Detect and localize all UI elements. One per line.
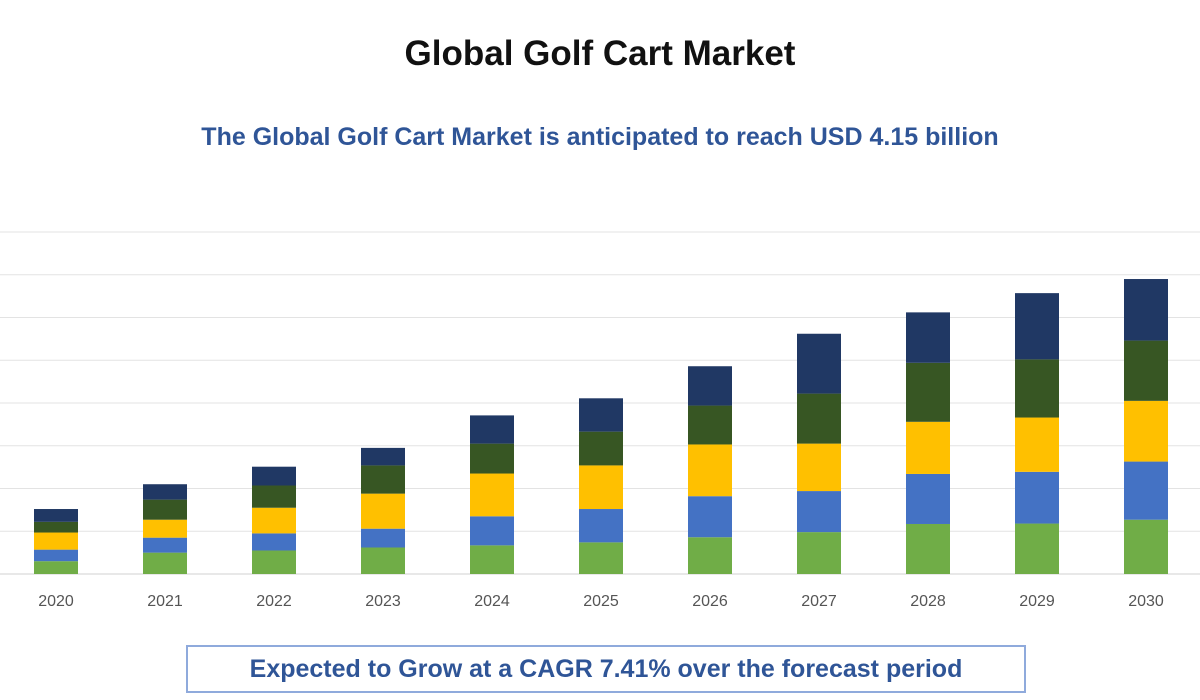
bar-segment-2026-s1: [688, 537, 732, 574]
bar-segment-2023-s4: [361, 465, 405, 494]
bar-segment-2029-s4: [1015, 359, 1059, 418]
bar-segment-2029-s1: [1015, 523, 1059, 574]
bar-segment-2021-s5: [143, 484, 187, 500]
bar-segment-2020-s2: [34, 549, 78, 562]
x-tick-label: 2028: [910, 593, 946, 610]
bar-segment-2024-s3: [470, 473, 514, 517]
bar-segment-2027-s3: [797, 443, 841, 492]
x-tick-label: 2021: [147, 593, 183, 610]
x-tick-label: 2022: [256, 593, 292, 610]
bar-segment-2025-s1: [579, 542, 623, 574]
bar-segment-2030-s2: [1124, 461, 1168, 520]
bar-segment-2021-s3: [143, 519, 187, 538]
chart-title: Global Golf Cart Market: [404, 34, 796, 73]
x-tick-label: 2024: [474, 593, 510, 610]
x-tick-label: 2027: [801, 593, 837, 610]
bar-segment-2024-s1: [470, 545, 514, 574]
bar-segment-2022-s2: [252, 533, 296, 551]
bar-segment-2022-s4: [252, 485, 296, 508]
bar-segment-2026-s4: [688, 405, 732, 445]
bar-segment-2021-s4: [143, 499, 187, 520]
bar-segment-2024-s2: [470, 516, 514, 546]
bar-segment-2023-s1: [361, 547, 405, 574]
bar-segment-2021-s1: [143, 552, 187, 574]
bar-segment-2026-s3: [688, 444, 732, 497]
bar-segment-2024-s5: [470, 415, 514, 444]
x-tick-label: 2020: [38, 593, 74, 610]
bar-segment-2022-s5: [252, 466, 296, 486]
x-tick-label: 2025: [583, 593, 619, 610]
bar-segment-2020-s3: [34, 532, 78, 550]
bar-segment-2023-s3: [361, 493, 405, 529]
x-tick-label: 2026: [692, 593, 728, 610]
bar-segment-2030-s1: [1124, 519, 1168, 574]
bar-segment-2020-s1: [34, 561, 78, 574]
bar-segment-2020-s4: [34, 521, 78, 533]
x-tick-label: 2023: [365, 593, 401, 610]
bar-segment-2028-s1: [906, 523, 950, 574]
bar-segment-2027-s4: [797, 393, 841, 444]
bar-segment-2029-s2: [1015, 471, 1059, 524]
bar-segment-2030-s5: [1124, 279, 1168, 341]
bar-segment-2026-s2: [688, 496, 732, 538]
bar-segment-2029-s5: [1015, 293, 1059, 360]
bar-segment-2022-s3: [252, 507, 296, 534]
bar-segment-2027-s5: [797, 333, 841, 394]
bar-segment-2027-s2: [797, 491, 841, 533]
bar-segment-2028-s3: [906, 421, 950, 474]
bar-segment-2026-s5: [688, 366, 732, 406]
bar-segment-2025-s4: [579, 431, 623, 466]
bar-segment-2023-s2: [361, 528, 405, 548]
x-tick-label: 2030: [1128, 593, 1164, 610]
cagr-annotation: Expected to Grow at a CAGR 7.41% over th…: [186, 645, 1026, 693]
bar-segment-2023-s5: [361, 447, 405, 466]
bar-segment-2028-s2: [906, 473, 950, 524]
bar-segment-2028-s5: [906, 312, 950, 363]
x-tick-label: 2029: [1019, 593, 1055, 610]
bar-segment-2027-s1: [797, 532, 841, 574]
stacked-bar-chart: 2020 2021 2022 2023 2024 2025 2026 2027 2028 2029…: [0, 231, 1200, 610]
bar-segment-2025-s3: [579, 465, 623, 510]
chart-subtitle: The Global Golf Cart Market is anticipat…: [201, 123, 999, 151]
bar-segment-2030-s4: [1124, 340, 1168, 401]
bar-segment-2021-s2: [143, 537, 187, 553]
bar-segment-2028-s4: [906, 362, 950, 422]
bar-segment-2025-s5: [579, 398, 623, 432]
bar-segment-2025-s2: [579, 509, 623, 543]
bar-segment-2030-s3: [1124, 400, 1168, 462]
bar-segment-2022-s1: [252, 550, 296, 574]
bar-segment-2020-s5: [34, 509, 78, 522]
bar-segment-2029-s3: [1015, 417, 1059, 472]
bar-segment-2024-s4: [470, 443, 514, 474]
